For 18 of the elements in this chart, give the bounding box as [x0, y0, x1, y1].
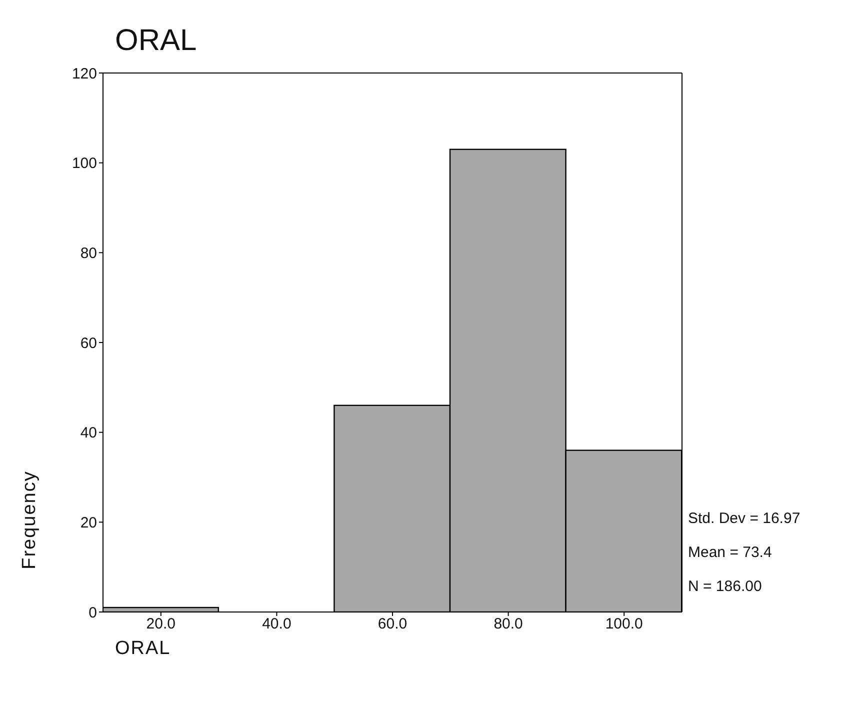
x-tick-label: 60.0 — [378, 616, 408, 633]
y-tick-label: 0 — [88, 604, 97, 622]
text: Std. Dev = 16.97 — [688, 510, 800, 527]
y-tick-label: 20 — [80, 514, 97, 532]
x-axis-title: ORAL — [115, 638, 171, 660]
y-tick-label: 80 — [80, 244, 97, 262]
y-axis-title: Frequency — [19, 470, 41, 570]
x-tick-label: 40.0 — [262, 616, 292, 633]
text: Mean = 73.4 — [688, 544, 772, 561]
x-tick-label: 100.0 — [605, 616, 643, 633]
chart-title: ORAL — [115, 24, 197, 58]
y-tick-label: 60 — [80, 334, 97, 352]
y-tick-label: 100 — [72, 155, 97, 172]
x-tick-label: 20.0 — [146, 616, 176, 633]
text: N = 186.00 — [688, 578, 762, 595]
y-tick-label: 120 — [72, 65, 97, 82]
y-tick-label: 40 — [80, 424, 97, 442]
x-tick-label: 80.0 — [494, 616, 523, 633]
